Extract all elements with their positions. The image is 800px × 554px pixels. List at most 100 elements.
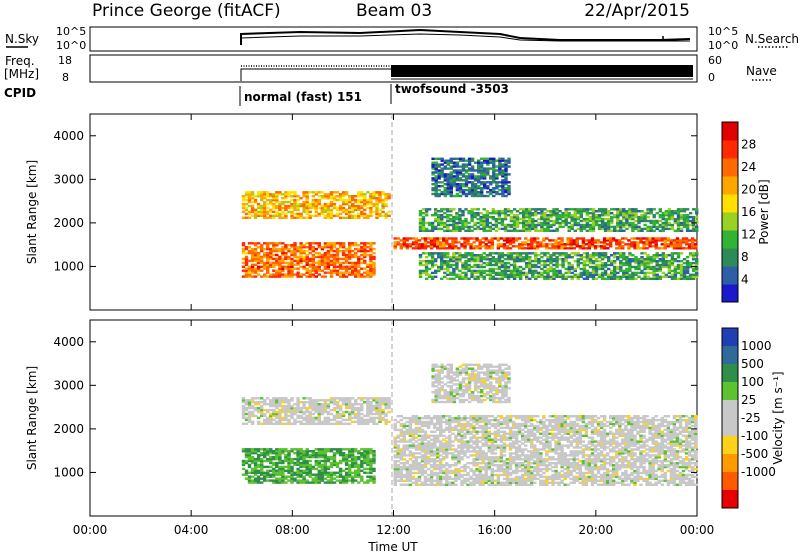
- power-cell: [467, 159, 472, 162]
- velocity-cell: [281, 477, 285, 480]
- velocity-cell: [332, 448, 337, 451]
- power-cell: [628, 275, 632, 278]
- velocity-cell: [357, 412, 361, 416]
- velocity-cell: [326, 416, 331, 420]
- power-cell: [486, 171, 490, 174]
- velocity-cell: [305, 479, 309, 482]
- velocity-cell: [366, 399, 370, 402]
- power-cell: [486, 169, 490, 172]
- power-cell: [495, 177, 499, 180]
- power-cell: [247, 275, 252, 278]
- power-cell: [661, 258, 665, 261]
- power-cell: [424, 212, 429, 215]
- power-cell: [458, 171, 463, 174]
- velocity-cell: [381, 397, 385, 400]
- velocity-cell: [323, 473, 328, 476]
- velocity-cell: [393, 450, 397, 453]
- power-cell: [579, 229, 583, 232]
- power-cell: [558, 210, 562, 213]
- velocity-cell: [272, 414, 276, 418]
- power-cell: [467, 263, 471, 267]
- power-cell: [452, 181, 457, 184]
- power-cell: [618, 247, 622, 250]
- velocity-cell: [338, 461, 343, 465]
- power-cell: [561, 273, 565, 276]
- power-cell: [402, 239, 406, 242]
- colorbar-frame: [721, 121, 739, 303]
- power-cell: [341, 198, 346, 202]
- power-cell: [260, 204, 264, 208]
- power-cell: [431, 173, 435, 176]
- power-cell: [500, 219, 505, 223]
- power-cell: [436, 241, 440, 244]
- velocity-cell: [263, 422, 267, 425]
- power-cell: [555, 256, 559, 259]
- power-cell: [461, 188, 466, 192]
- power-cell: [582, 277, 587, 280]
- colorbar-swatch: [722, 284, 738, 303]
- power-cell: [369, 202, 373, 206]
- power-cell: [625, 273, 629, 276]
- power-cell: [506, 225, 511, 229]
- velocity-cell: [369, 406, 373, 410]
- power-cell: [434, 219, 438, 223]
- velocity-cell: [269, 475, 273, 478]
- velocity-cell: [278, 457, 282, 461]
- power-cell: [509, 254, 514, 257]
- colorbar-tick-label: 28: [741, 138, 756, 152]
- power-cell: [244, 191, 249, 194]
- power-cell: [664, 273, 668, 276]
- power-cell: [357, 259, 361, 263]
- velocity-cell: [326, 475, 331, 478]
- velocity-cell: [360, 403, 364, 406]
- power-cell: [287, 275, 291, 278]
- power-cell: [437, 173, 441, 176]
- power-cell: [405, 237, 409, 240]
- power-cell: [630, 245, 634, 248]
- power-cell: [357, 216, 361, 219]
- power-cell: [434, 252, 438, 255]
- power-cell: [302, 246, 306, 249]
- power-cell: [408, 245, 413, 248]
- velocity-cell: [284, 397, 288, 400]
- velocity-cell: [414, 479, 419, 482]
- velocity-cell: [414, 436, 419, 439]
- velocity-cell: [278, 467, 282, 471]
- velocity-cell: [263, 479, 267, 482]
- power-cell: [591, 217, 596, 221]
- velocity-cell: [335, 420, 340, 423]
- power-cell: [584, 247, 589, 250]
- power-cell: [573, 275, 577, 278]
- power-cell: [473, 185, 478, 188]
- power-cell: [485, 210, 489, 213]
- power-cell: [497, 227, 502, 231]
- power-cell: [440, 169, 444, 172]
- power-cell: [308, 271, 312, 274]
- power-cell: [682, 223, 687, 227]
- power-cell: [344, 261, 349, 265]
- power-cell: [455, 256, 459, 259]
- power-cell: [489, 159, 493, 162]
- power-cell: [470, 190, 475, 194]
- power-cell: [250, 200, 255, 204]
- velocity-cell: [263, 408, 267, 412]
- power-cell: [402, 241, 406, 244]
- power-cell: [332, 271, 337, 274]
- power-cell: [476, 258, 480, 261]
- power-cell: [670, 210, 675, 213]
- colorbar-swatch: [722, 212, 738, 231]
- power-cell: [570, 271, 574, 275]
- power-cell: [525, 225, 529, 229]
- power-cell: [470, 258, 474, 261]
- power-cell: [528, 229, 532, 232]
- power-cell: [449, 214, 453, 217]
- velocity-cell: [393, 479, 397, 482]
- power-cell: [615, 247, 619, 250]
- velocity-cell: [260, 406, 264, 410]
- power-cell: [317, 206, 321, 210]
- power-cell: [344, 269, 349, 272]
- power-cell: [679, 223, 684, 227]
- velocity-cell: [332, 414, 337, 418]
- power-cell: [670, 277, 675, 280]
- power-cell: [314, 193, 318, 196]
